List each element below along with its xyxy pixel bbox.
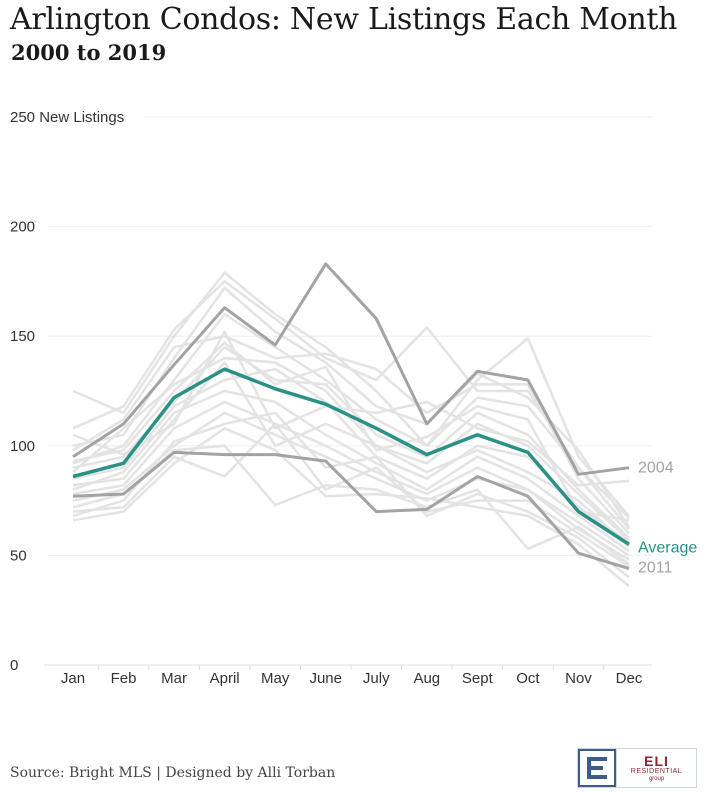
series-line-year-g (72, 356, 630, 542)
series-line-2011 (72, 450, 630, 571)
y-tick-label-200: 200 (10, 219, 35, 236)
y-tick-label-50: 50 (10, 547, 27, 564)
highlight-year-lines (72, 262, 630, 571)
y-tick-label-250: 250 New Listings (10, 109, 124, 126)
logo-wordmark: ELI RESIDENTIAL group (616, 749, 696, 787)
series-line-year-p (72, 427, 630, 588)
eli-residential-logo[interactable]: ELI RESIDENTIAL group (577, 748, 697, 788)
x-tick-label-aug: Aug (413, 670, 440, 687)
x-tick-label-nov: Nov (565, 670, 592, 687)
x-tick-label-may: May (261, 670, 290, 687)
chart-title: Arlington Condos: New Listings Each Mont… (10, 2, 678, 37)
line-chart: 0 50 100 150 200 250 New Listings Jan Feb Mar Ap… (10, 109, 697, 687)
series-label-2004: 2004 (638, 460, 674, 477)
source-credit: Source: Bright MLS | Designed by Alli To… (10, 765, 336, 781)
series-labels: Average 2004 2011 (638, 460, 697, 577)
x-tick-label-mar: Mar (161, 670, 187, 687)
x-tick-label-april: April (210, 670, 240, 687)
chart-subtitle: 2000 to 2019 (11, 40, 167, 65)
x-tick-label-june: June (309, 670, 342, 687)
series-line-year-c (72, 286, 631, 528)
series-line-year-b (72, 280, 630, 519)
x-tick-label-jan: Jan (61, 670, 85, 687)
logo-sub-text-2: group (648, 775, 665, 782)
x-tick-label-feb: Feb (111, 670, 137, 687)
logo-main-text: ELI (644, 752, 669, 769)
series-line-year-f (72, 345, 630, 539)
series-line-2004 (72, 262, 630, 476)
logo-e-icon (578, 749, 616, 787)
series-label-2011: 2011 (638, 560, 673, 577)
series-label-average: Average (638, 539, 697, 556)
series-line-year-h (72, 367, 630, 544)
background-year-lines (72, 271, 631, 588)
y-tick-label-0: 0 (10, 657, 18, 674)
series-line-average (72, 367, 630, 546)
logo-sub-text: RESIDENTIAL (630, 767, 683, 775)
x-tick-label-sept: Sept (462, 670, 494, 687)
gridlines (44, 116, 652, 666)
x-tick-label-july: July (363, 670, 390, 687)
x-tick-label-oct: Oct (516, 670, 540, 687)
x-tick-label-dec: Dec (616, 670, 643, 687)
x-axis-ticks: Jan Feb Mar April May June July Aug Sept Oct Nov De… (61, 665, 643, 687)
series-line-year-o (72, 411, 630, 579)
series-line-year-d (72, 334, 630, 535)
series-line-year-r (72, 330, 630, 487)
average-line-group (72, 367, 630, 546)
y-tick-label-150: 150 (10, 328, 35, 345)
y-axis-ticks: 0 50 100 150 200 250 New Listings (10, 109, 124, 674)
y-tick-label-100: 100 (10, 438, 35, 455)
series-line-year-j (72, 389, 630, 553)
